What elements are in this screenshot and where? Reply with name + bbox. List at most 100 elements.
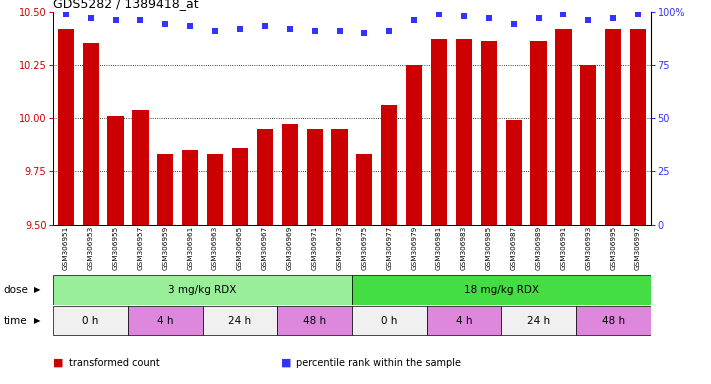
Bar — [501, 306, 576, 335]
Text: 24 h: 24 h — [527, 316, 550, 326]
Bar — [53, 275, 352, 305]
Point — [583, 17, 594, 23]
Point — [259, 23, 270, 30]
Text: 0 h: 0 h — [82, 316, 99, 326]
Bar — [128, 306, 203, 335]
Text: GSM306953: GSM306953 — [87, 226, 94, 270]
Bar — [82, 43, 99, 225]
Point — [209, 28, 220, 34]
Text: GSM306981: GSM306981 — [436, 226, 442, 270]
Point — [607, 15, 619, 21]
Point — [633, 11, 644, 17]
Point — [284, 25, 296, 31]
Point — [483, 15, 494, 21]
Point — [333, 28, 345, 34]
Text: dose: dose — [4, 285, 28, 295]
Text: 3 mg/kg RDX: 3 mg/kg RDX — [169, 285, 237, 295]
Bar — [406, 65, 422, 225]
Bar — [481, 41, 497, 225]
Text: 24 h: 24 h — [228, 316, 252, 326]
Text: GSM306973: GSM306973 — [336, 226, 343, 270]
Point — [109, 17, 121, 23]
Bar — [576, 306, 651, 335]
Text: GSM306959: GSM306959 — [162, 226, 169, 270]
Text: ■: ■ — [53, 358, 64, 368]
Point — [234, 25, 246, 31]
Bar — [530, 41, 547, 225]
Bar — [207, 154, 223, 225]
Bar — [431, 39, 447, 225]
Bar — [132, 109, 149, 225]
Bar — [182, 150, 198, 225]
Text: GSM306961: GSM306961 — [187, 226, 193, 270]
Point — [533, 15, 545, 21]
Bar — [203, 306, 277, 335]
Text: 18 mg/kg RDX: 18 mg/kg RDX — [464, 285, 539, 295]
Text: GSM306977: GSM306977 — [386, 226, 392, 270]
Bar — [58, 28, 74, 225]
Text: GSM306969: GSM306969 — [287, 226, 293, 270]
Bar — [381, 105, 397, 225]
Text: ■: ■ — [281, 358, 292, 368]
Text: 48 h: 48 h — [303, 316, 326, 326]
Text: GSM306951: GSM306951 — [63, 226, 69, 270]
Text: GSM306971: GSM306971 — [311, 226, 318, 270]
Text: GDS5282 / 1389418_at: GDS5282 / 1389418_at — [53, 0, 199, 10]
Bar — [506, 120, 522, 225]
Bar — [232, 148, 248, 225]
Text: time: time — [4, 316, 27, 326]
Point — [408, 17, 419, 23]
Bar — [630, 28, 646, 225]
Point — [185, 23, 196, 30]
Text: GSM306997: GSM306997 — [635, 226, 641, 270]
Text: GSM306967: GSM306967 — [262, 226, 268, 270]
Point — [60, 11, 71, 17]
Bar — [427, 306, 501, 335]
Text: percentile rank within the sample: percentile rank within the sample — [296, 358, 461, 368]
Bar — [306, 129, 323, 225]
Bar — [257, 129, 273, 225]
Text: transformed count: transformed count — [69, 358, 160, 368]
Text: 4 h: 4 h — [456, 316, 472, 326]
Bar — [356, 154, 373, 225]
Text: GSM306993: GSM306993 — [585, 226, 592, 270]
Text: 0 h: 0 h — [381, 316, 397, 326]
Text: 4 h: 4 h — [157, 316, 173, 326]
Text: GSM306989: GSM306989 — [535, 226, 542, 270]
Bar — [157, 154, 173, 225]
Point — [433, 11, 445, 17]
Point — [85, 15, 97, 21]
Text: GSM306975: GSM306975 — [361, 226, 368, 270]
Bar — [53, 306, 128, 335]
Bar — [352, 306, 427, 335]
Text: ▶: ▶ — [34, 285, 41, 295]
Point — [384, 28, 395, 34]
Text: GSM306963: GSM306963 — [212, 226, 218, 270]
Point — [557, 11, 569, 17]
Text: GSM306983: GSM306983 — [461, 226, 467, 270]
Bar — [282, 124, 298, 225]
Text: 48 h: 48 h — [602, 316, 625, 326]
Text: ▶: ▶ — [34, 316, 41, 325]
Text: GSM306979: GSM306979 — [411, 226, 417, 270]
Text: GSM306985: GSM306985 — [486, 226, 492, 270]
Bar — [580, 65, 597, 225]
Point — [159, 21, 171, 27]
Point — [508, 21, 519, 27]
Bar — [331, 129, 348, 225]
Point — [309, 28, 320, 34]
Text: GSM306965: GSM306965 — [237, 226, 243, 270]
Point — [458, 13, 469, 19]
Text: GSM306991: GSM306991 — [560, 226, 567, 270]
Point — [358, 30, 370, 36]
Bar — [555, 28, 572, 225]
Bar — [277, 306, 352, 335]
Text: GSM306955: GSM306955 — [112, 226, 119, 270]
Bar — [456, 39, 472, 225]
Point — [135, 17, 146, 23]
Bar — [107, 116, 124, 225]
Bar — [605, 28, 621, 225]
Text: GSM306957: GSM306957 — [137, 226, 144, 270]
Text: GSM306987: GSM306987 — [510, 226, 517, 270]
Bar — [352, 275, 651, 305]
